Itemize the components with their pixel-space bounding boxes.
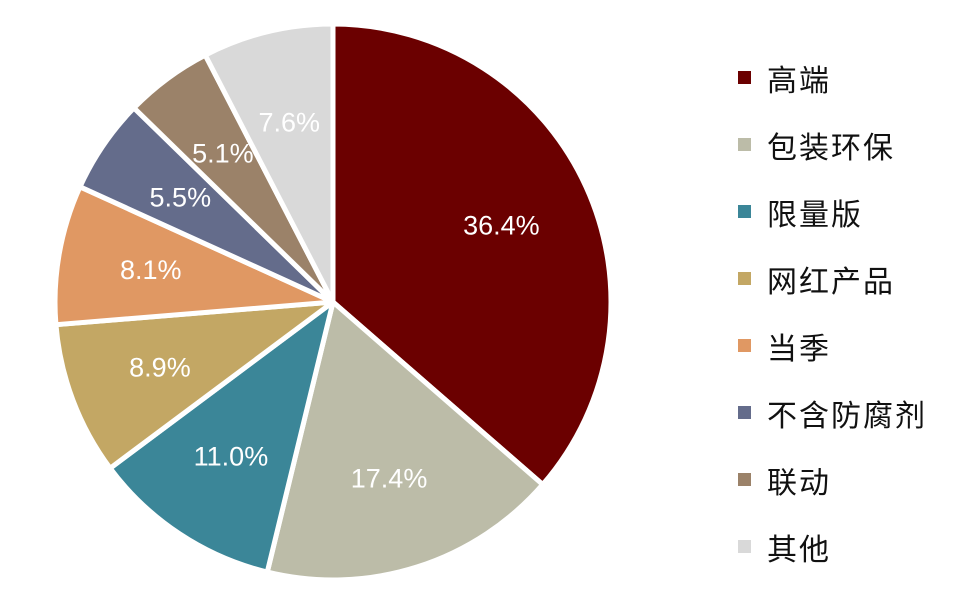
pie-slice-5 [52,184,336,328]
pie-data-label-3: 11.0% [194,441,269,471]
legend-label: 联动 [767,465,831,501]
pie-data-label-8: 7.6% [258,107,320,137]
legend-label: 不含防腐剂 [767,398,927,434]
pie-data-label-1: 36.4% [463,210,540,240]
pie-data-label-2: 17.4% [351,463,428,493]
pie-slices [52,21,614,583]
legend-label: 包装环保 [767,130,895,166]
legend-swatch [738,272,751,285]
pie-slice-3 [107,299,336,575]
pie-slice-4 [53,299,336,471]
legend-swatch [738,339,751,352]
legend-swatch [738,406,751,419]
legend-label: 其他 [767,532,831,568]
legend-item-4: 网红产品 [738,245,953,312]
legend-swatch [738,473,751,486]
legend-label: 网红产品 [767,264,895,300]
legend-swatch [738,71,751,84]
legend-item-7: 联动 [738,446,953,513]
legend-label: 限量版 [767,197,863,233]
pie-data-label-5: 8.1% [120,255,182,285]
legend-item-3: 限量版 [738,178,953,245]
legend-label: 高端 [767,63,831,99]
legend-item-5: 当季 [738,312,953,379]
legend-item-2: 包装环保 [738,111,953,178]
legend-swatch [738,540,751,553]
pie-data-labels: 36.4% 17.4% 11.0% 8.9% 8.1% 5.5% 5.1%7.6% [120,107,540,493]
legend-label: 当季 [767,331,831,367]
pie-slice-2 [264,299,546,583]
pie-slice-8 [202,21,336,305]
legend-swatch [738,138,751,151]
pie-slice-1 [330,21,614,488]
pie-data-label-6: 5.5% [150,183,212,213]
legend-swatch [738,205,751,218]
pie-data-label-7: 5.1% [192,138,254,168]
legend-item-6: 不含防腐剂 [738,379,953,446]
pie-data-label-4: 8.9% [129,352,191,382]
legend-item-1: 高端 [738,44,953,111]
legend-item-8: 其他 [738,513,953,580]
chart-legend: 高端包装环保限量版网红产品当季不含防腐剂联动其他 [738,44,953,580]
